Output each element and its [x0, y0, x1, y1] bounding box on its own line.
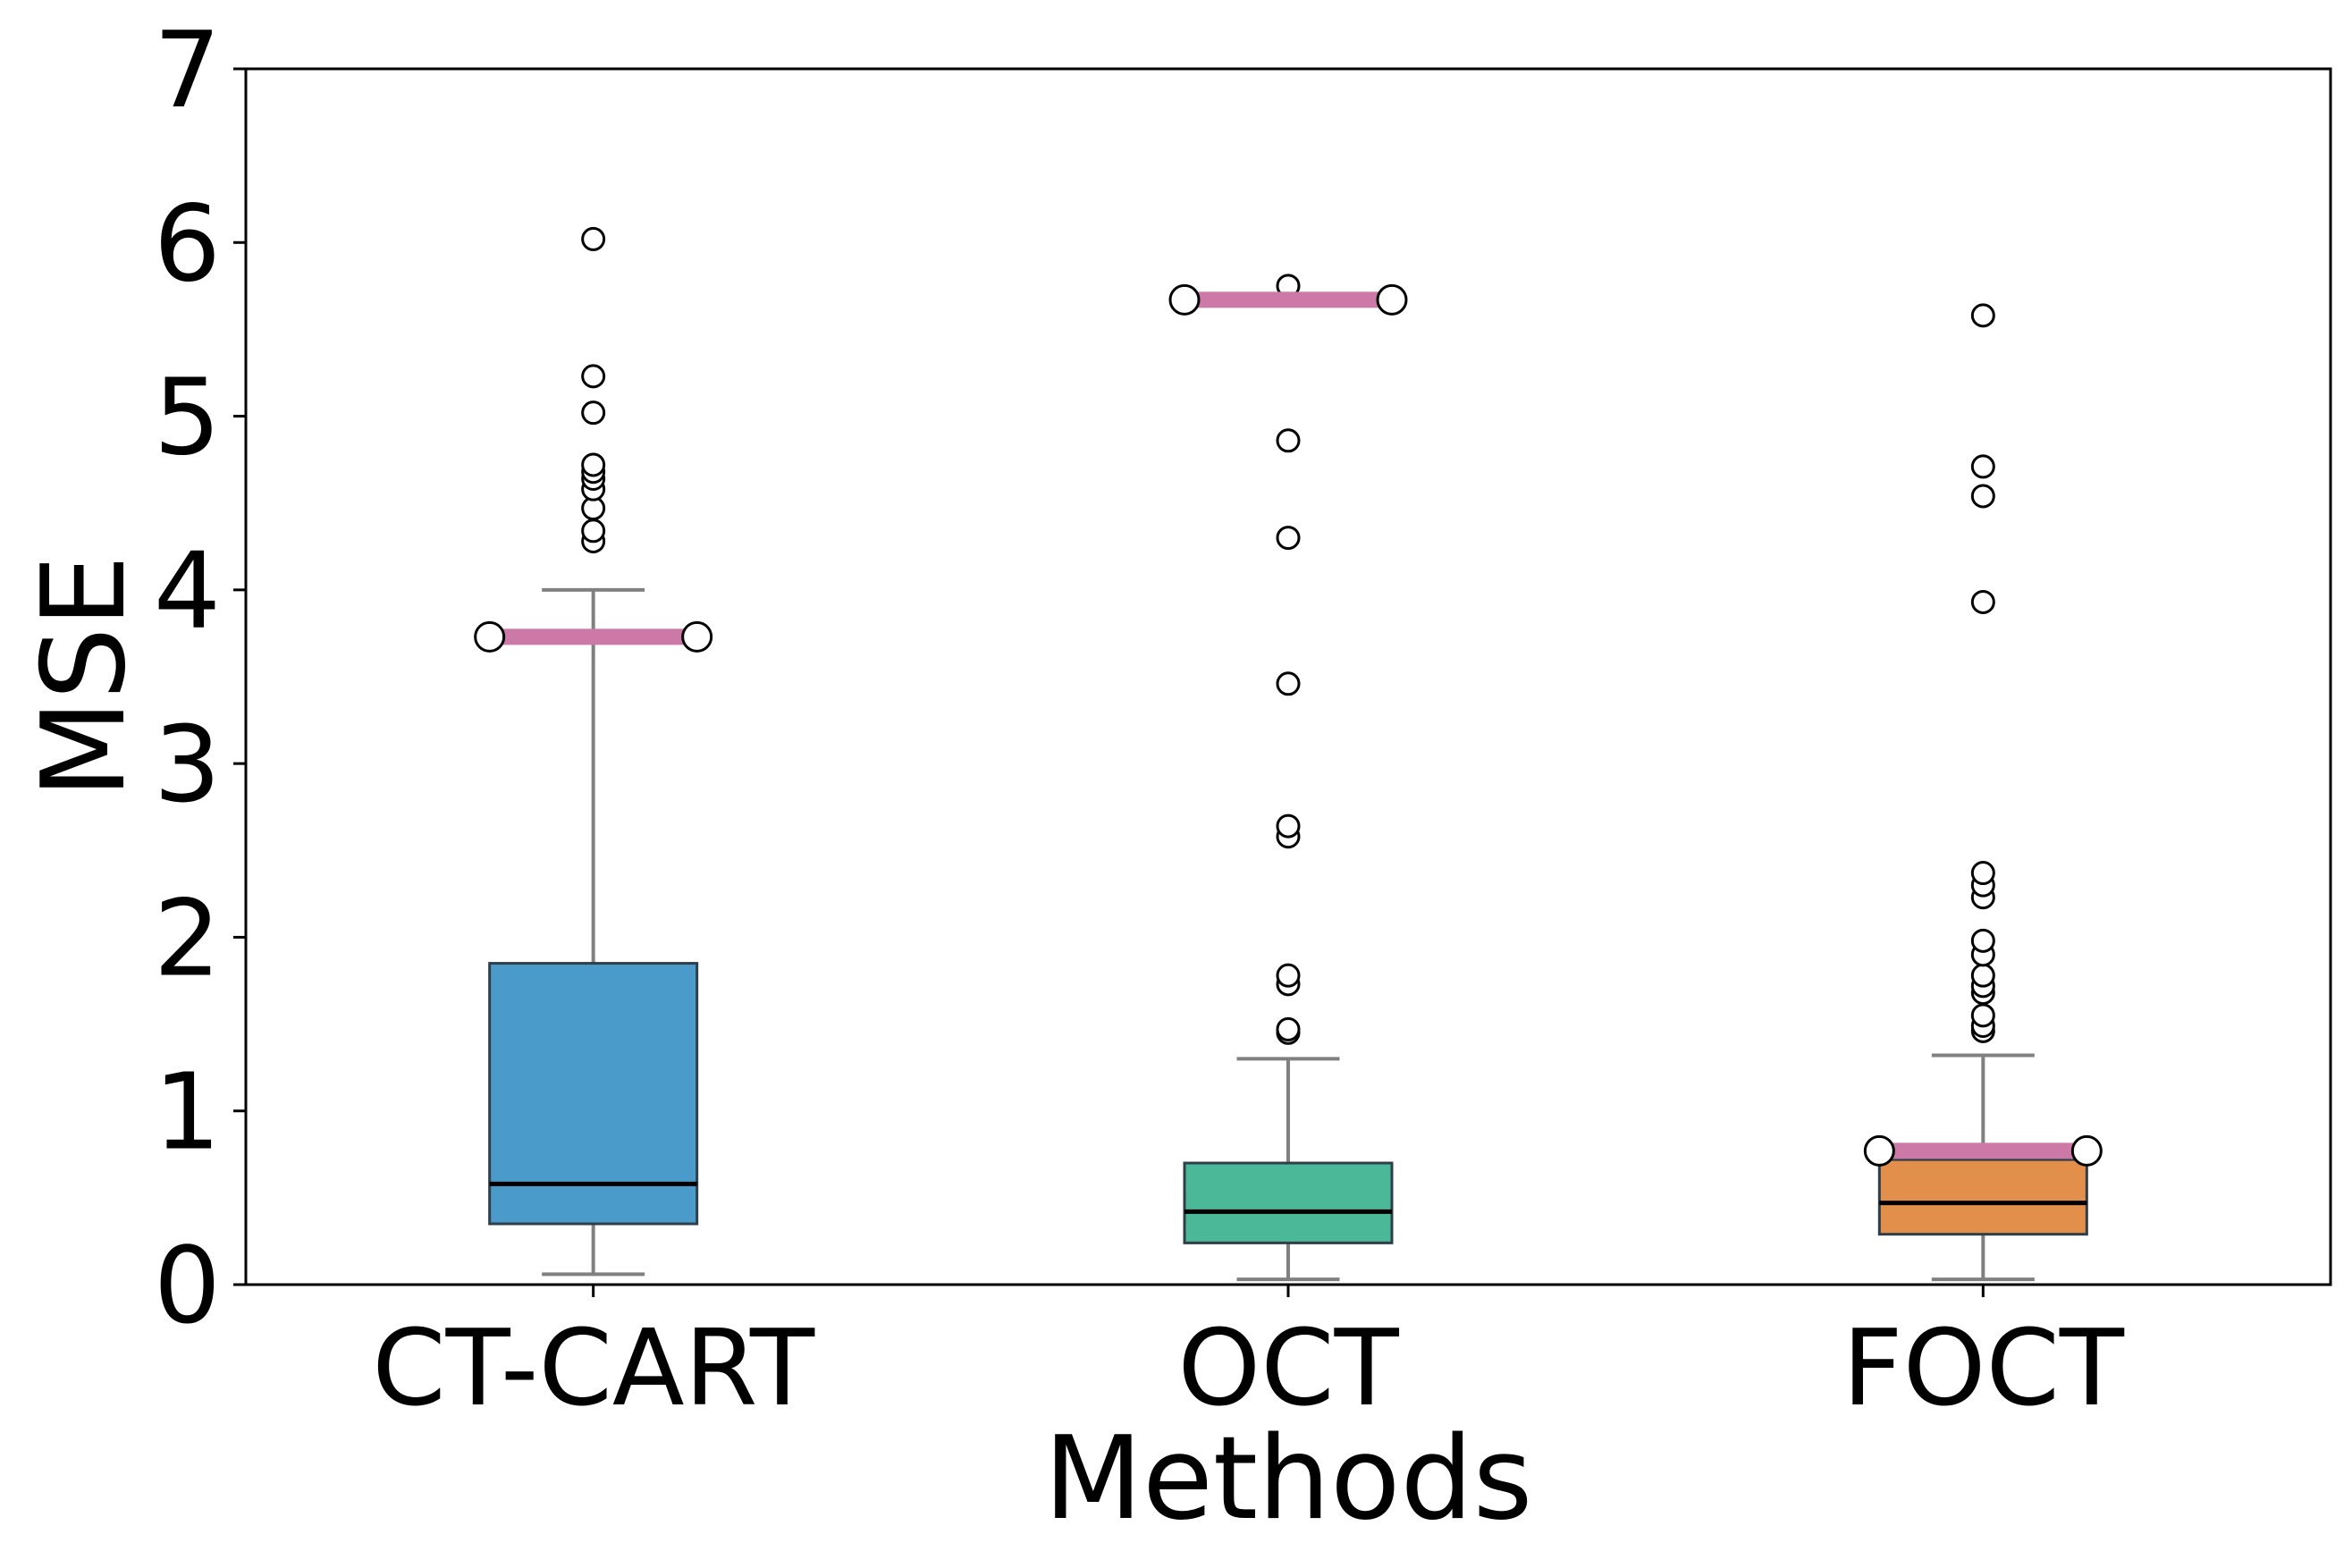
chart-marks [474, 226, 2103, 1282]
y-tick-label: 0 [154, 1224, 221, 1347]
mean-marker-left-end [474, 620, 506, 653]
outlier-point [581, 400, 606, 426]
outlier-point [581, 452, 606, 477]
outlier-point [1276, 963, 1301, 988]
box-iqr [1183, 1161, 1394, 1244]
outlier-point [581, 518, 606, 544]
x-axis-title: Methods [1044, 1412, 1533, 1546]
x-tick-label: FOCT [1842, 1306, 2125, 1429]
mean-marker-left-end [1168, 283, 1201, 316]
box-group-ct-cart [474, 226, 713, 1277]
y-tick-label: 6 [154, 181, 221, 305]
x-axis-ticks: CT-CART OCT FOCT [372, 1285, 2125, 1429]
y-axis-title: MSE [18, 555, 151, 799]
outlier-point [1970, 928, 1995, 953]
x-tick-label: CT-CART [372, 1306, 815, 1429]
y-tick-label: 5 [154, 356, 221, 479]
box-iqr [488, 962, 699, 1226]
y-tick-label: 1 [154, 1050, 221, 1174]
y-tick-label: 7 [154, 8, 221, 131]
y-tick-label: 2 [154, 876, 221, 999]
y-tick-label: 4 [154, 529, 221, 653]
outlier-point [1276, 1016, 1301, 1041]
outlier-point [581, 226, 606, 251]
mean-marker-left-end [1863, 1134, 1895, 1167]
outlier-point [1276, 526, 1301, 551]
mean-marker-right-end [681, 620, 713, 653]
outlier-point [1970, 589, 1995, 614]
outlier-point [1970, 861, 1995, 886]
outlier-point [1970, 1003, 1995, 1028]
mean-marker-right-end [1376, 283, 1408, 316]
outlier-point [1970, 454, 1995, 479]
outlier-point [1970, 484, 1995, 509]
box-group-oct [1168, 274, 1408, 1282]
box-iqr [1877, 1158, 2088, 1236]
y-tick-label: 3 [154, 703, 221, 826]
outlier-point [1970, 963, 1995, 988]
outlier-point [1276, 671, 1301, 696]
mean-marker-right-end [2070, 1134, 2103, 1167]
outlier-point [1276, 428, 1301, 453]
box-group-foct [1863, 303, 2103, 1282]
y-axis-ticks: 0 1 2 3 4 5 6 7 [154, 8, 246, 1347]
outlier-point [581, 364, 606, 389]
x-tick-label: OCT [1177, 1306, 1399, 1429]
outlier-point [1276, 814, 1301, 839]
outlier-point [1970, 303, 1995, 328]
